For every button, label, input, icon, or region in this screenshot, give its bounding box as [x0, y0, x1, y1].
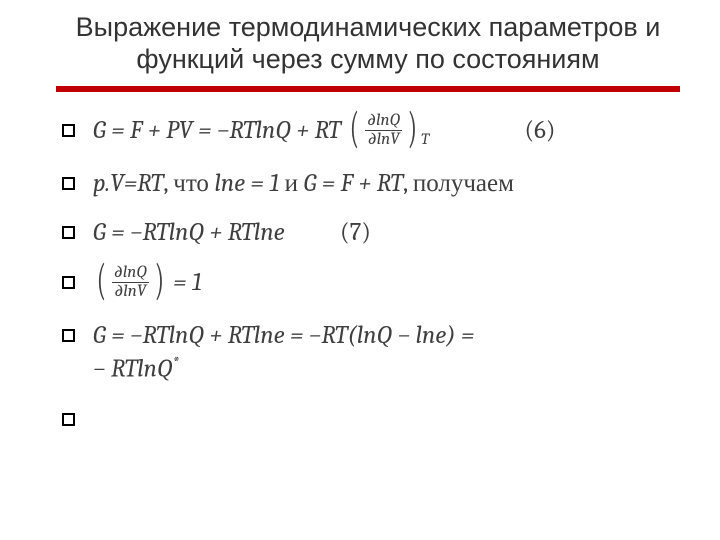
- eq-number: (6): [525, 116, 556, 145]
- slide-body: G = F + PV = −RTlnQ + RT (∂lnQ∂lnV)T (6)…: [56, 114, 680, 437]
- frac-den: ∂lnV: [112, 282, 149, 301]
- slide-title: Выражение термодинамических параметров и…: [56, 12, 680, 76]
- eq-line2a: − RTlnQ: [93, 355, 172, 384]
- text-d: и: [279, 169, 303, 198]
- item-content: G = −RTlnQ + RTlne = −RT(lnQ − lne) = − …: [93, 319, 680, 387]
- item-content: G = F + PV = −RTlnQ + RT (∂lnQ∂lnV)T (6): [93, 114, 680, 151]
- item-content: (∂lnQ∂lnV) = 1: [93, 266, 680, 303]
- text-e: G = F + RT: [304, 169, 403, 198]
- eq-lhs: G = F + PV = −RTlnQ + RT: [93, 116, 341, 145]
- bullet-icon: [62, 276, 75, 289]
- text-f: , получаем: [403, 169, 514, 198]
- bullet-icon: [62, 177, 75, 190]
- eq-line1: G = −RTlnQ + RTlne = −RT(lnQ − lne) =: [93, 321, 474, 350]
- frac-num: ∂lnQ: [365, 112, 402, 130]
- item-content: G = −RTlnQ + RTlne (7): [93, 216, 680, 250]
- list-item: (∂lnQ∂lnV) = 1: [62, 266, 680, 303]
- text-mid: Q: [105, 405, 121, 434]
- frac-num: ∂lnQ: [112, 264, 149, 282]
- text-a: p.V=RT: [93, 169, 163, 198]
- superscript: *: [126, 404, 132, 422]
- bullet-icon: [62, 226, 75, 239]
- list-item: G = −RTlnQ + RTlne (7): [62, 216, 680, 250]
- bullet-icon: [62, 329, 75, 342]
- title-rule: [56, 86, 680, 92]
- eq-expr: G = −RTlnQ + RTlne: [93, 218, 285, 247]
- list-item: G = F + PV = −RTlnQ + RT (∂lnQ∂lnV)T (6): [62, 114, 680, 151]
- bullet-icon: [62, 413, 75, 426]
- list-item: G = −RTlnQ + RTlne = −RT(lnQ − lne) = − …: [62, 319, 680, 387]
- bullet-icon: [62, 124, 75, 137]
- eq-number: (7): [340, 218, 371, 247]
- list-item: p.V=RT, что lne = 1 и G = F + RT, получа…: [62, 167, 680, 201]
- superscript: *: [172, 353, 178, 371]
- slide: Выражение термодинамических параметров и…: [0, 0, 720, 540]
- list-item: * Q * (8): [62, 403, 680, 437]
- text-b: , что: [163, 169, 214, 198]
- frac-den: ∂lnV: [365, 130, 402, 149]
- fraction: ∂lnQ∂lnV: [365, 112, 402, 149]
- item-content: p.V=RT, что lne = 1 и G = F + RT, получа…: [93, 167, 680, 201]
- text-c: lne = 1: [214, 169, 279, 198]
- eq-number: (8): [188, 405, 219, 434]
- subscript: T: [421, 130, 429, 148]
- superscript: *: [93, 404, 99, 422]
- eq-rhs: = 1: [168, 268, 202, 297]
- fraction: ∂lnQ∂lnV: [112, 264, 149, 301]
